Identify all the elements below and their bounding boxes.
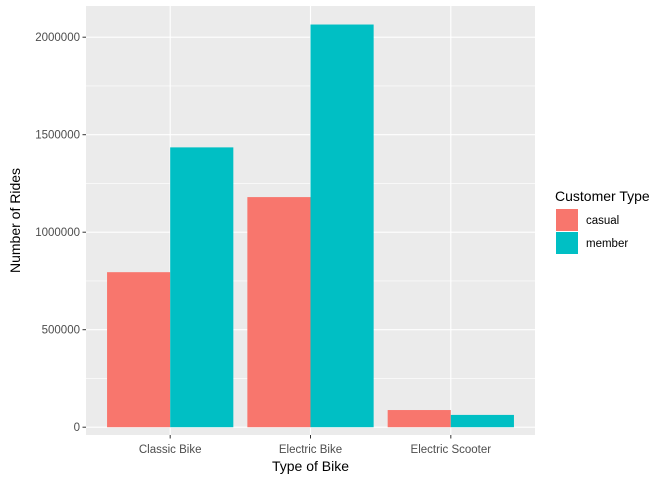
x-tick-label: Electric Bike [279,444,342,456]
legend-label-member: member [586,238,628,250]
legend-key-member [556,232,578,254]
x-tick-label: Classic Bike [139,444,202,456]
x-tick-label: Electric Scooter [411,444,492,456]
bar-casual-electric-scooter [387,410,451,428]
y-tick-label: 2000000 [35,32,80,44]
legend-title: Customer Type [555,188,650,204]
bar-casual-classic-bike [107,272,171,428]
legend-key-casual [556,209,578,231]
bar-casual-electric-bike [247,197,311,428]
y-tick-label: 1500000 [35,130,80,142]
bar-member-classic-bike [170,147,234,428]
y-axis: 0 500000 1000000 1500000 2000000 [35,32,86,434]
legend-label-casual: casual [586,215,619,227]
y-tick-label: 500000 [42,325,80,337]
x-axis-title: Type of Bike [272,458,349,474]
y-axis-title: Number of Rides [7,168,23,273]
bar-member-electric-scooter [450,414,514,428]
y-tick-label: 0 [74,422,80,434]
x-axis: Classic Bike Electric Bike Electric Scoote… [139,435,491,456]
y-tick-label: 1000000 [35,227,80,239]
bar-member-electric-bike [310,24,374,428]
legend: Customer Type casual member [555,188,650,254]
bars [107,24,514,428]
